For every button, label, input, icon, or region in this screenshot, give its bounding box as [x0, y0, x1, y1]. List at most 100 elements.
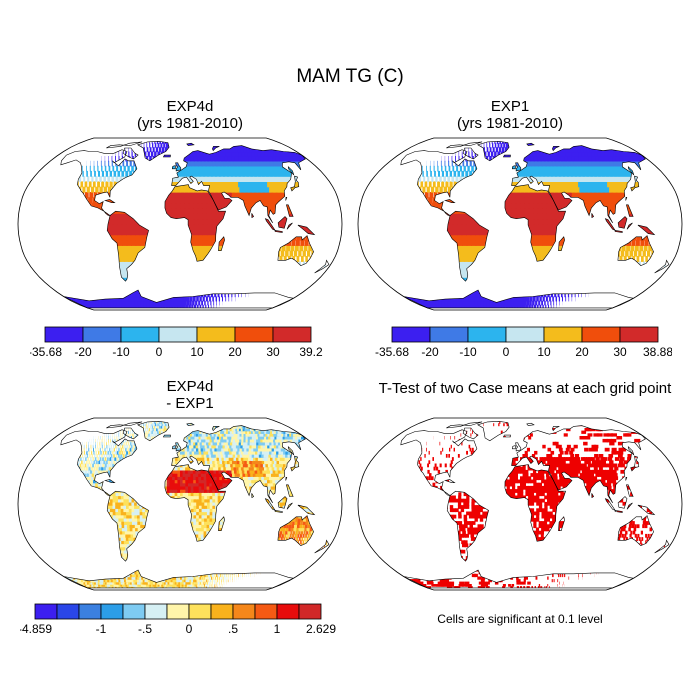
coastline-north-america — [60, 149, 138, 216]
coastline-sulawesi — [626, 502, 633, 510]
colorbar-swatch — [196, 326, 236, 343]
coastline-ireland — [171, 165, 176, 170]
panel-ttest-title: T-Test of two Case means at each grid po… — [378, 380, 672, 397]
coastline-arctic-islands — [106, 141, 143, 149]
coastline-taiwan — [285, 477, 288, 481]
coastline-svalbard — [526, 142, 535, 146]
coastline-eurasia — [171, 425, 306, 504]
coastline-sri-lanka — [251, 213, 255, 219]
colorbar-tick-label: 1 — [274, 622, 281, 636]
significance-note: Cells are significant at 0.1 level — [437, 612, 603, 626]
colorbar-swatch — [188, 603, 212, 620]
coastline-uk — [175, 442, 182, 452]
colorbar-tick-label: 0 — [503, 345, 510, 359]
coastline-japan — [290, 175, 300, 192]
colorbar-swatch — [56, 603, 80, 620]
coastline-greenland — [137, 140, 170, 162]
coastline-borneo — [617, 496, 628, 509]
colorbar-swatch — [234, 326, 274, 343]
coastline-sri-lanka — [591, 493, 595, 499]
colorbar-swatch — [543, 326, 583, 343]
coastline-java — [614, 510, 623, 513]
colorbar-tick-label: -10 — [459, 345, 477, 359]
panel-exp1-title: EXP1 (yrs 1981-2010) — [360, 98, 660, 132]
colorbar-tick-label: 39.2 — [299, 345, 323, 359]
colorbar-tick-label: -35.68 — [375, 345, 409, 359]
coastline-cuba — [103, 479, 116, 483]
coastline-australia — [617, 515, 654, 546]
map-exp1 — [357, 137, 683, 311]
coastline-sri-lanka — [251, 493, 255, 499]
panel-exp4d-title: EXP4d (yrs 1981-2010) — [40, 98, 340, 132]
panel-diff-title-line1: EXP4d — [166, 378, 214, 395]
coastline-philippines — [626, 484, 634, 497]
coastline-new-zealand — [654, 539, 670, 554]
coastline-uk — [175, 162, 182, 172]
coastline-australia — [277, 515, 314, 546]
coastline-uk — [515, 162, 522, 172]
coastline-south-america — [446, 210, 489, 282]
coastline-sumatra — [604, 218, 617, 232]
coastline-baffin — [122, 147, 139, 160]
colorbar-tick-label: -.5 — [138, 622, 152, 636]
coastline-south-america — [106, 210, 149, 282]
coastline-south-america — [446, 490, 489, 562]
map-exp4d-minus-exp1 — [17, 417, 343, 591]
coastline-sulawesi — [286, 502, 293, 510]
colorbar-tick-label: 30 — [266, 345, 280, 359]
coastline-baffin — [462, 147, 479, 160]
colorbar-swatch — [158, 326, 198, 343]
coastline-australia — [277, 235, 314, 266]
colorbar-tick-label: -20 — [421, 345, 439, 359]
colorbar-tick-label: -10 — [112, 345, 130, 359]
colorbar-tick-label: 0 — [186, 622, 193, 636]
colorbar-swatch — [122, 603, 146, 620]
panel-exp1-title-line2: (yrs 1981-2010) — [457, 115, 563, 132]
coastline-novaya-zemlya — [212, 146, 220, 152]
coastline-madagascar — [558, 236, 565, 251]
coastline-baffin — [462, 427, 479, 440]
colorbar-swatch — [144, 603, 168, 620]
coastline-iceland — [502, 434, 511, 438]
colorbar-exp4d: -35.68 -20 -10 0 10 20 30 39.2 — [30, 326, 323, 359]
coastline-arctic-islands — [446, 421, 483, 429]
coastline-borneo — [277, 496, 288, 509]
panel-exp4d-title-line2: (yrs 1981-2010) — [137, 115, 243, 132]
coastline-sulawesi — [626, 222, 633, 230]
map-exp4d — [17, 137, 343, 311]
coastline-new-guinea — [297, 224, 316, 236]
coastline-greenland — [477, 420, 510, 442]
coastline-cuba — [103, 199, 116, 203]
coastline-sakhalin — [287, 446, 295, 456]
colorbar-tick-label: 30 — [613, 345, 627, 359]
coastline-java — [274, 230, 283, 233]
coastline-arctic-islands — [446, 141, 483, 149]
coastline-madagascar — [218, 516, 225, 531]
coastline-madagascar — [558, 516, 565, 531]
coastline-japan — [630, 455, 640, 472]
coastline-cuba — [443, 479, 456, 483]
colorbar-swatch — [120, 326, 160, 343]
coastline-svalbard — [186, 422, 195, 426]
coastline-north-america — [400, 149, 478, 216]
coastline-svalbard — [526, 422, 535, 426]
coastline-novaya-zemlya — [552, 426, 560, 432]
coastline-africa — [504, 184, 567, 262]
coastline-taiwan — [625, 197, 628, 201]
coastline-ireland — [511, 445, 516, 450]
colorbar-swatch — [166, 603, 190, 620]
coastline-novaya-zemlya — [212, 426, 220, 432]
coastline-north-america — [400, 429, 478, 496]
coastline-africa — [164, 184, 227, 262]
coastline-australia — [617, 235, 654, 266]
coastline-svalbard — [186, 142, 195, 146]
coastline-sumatra — [604, 498, 617, 512]
coastline-iceland — [502, 154, 511, 158]
coastline-taiwan — [285, 197, 288, 201]
coastline-arctic-islands — [106, 421, 143, 429]
coastline-new-guinea — [297, 504, 316, 516]
colorbar-swatch — [429, 326, 469, 343]
coastline-africa — [164, 464, 227, 542]
coastline-philippines — [286, 484, 294, 497]
coastline-novaya-zemlya — [552, 146, 560, 152]
